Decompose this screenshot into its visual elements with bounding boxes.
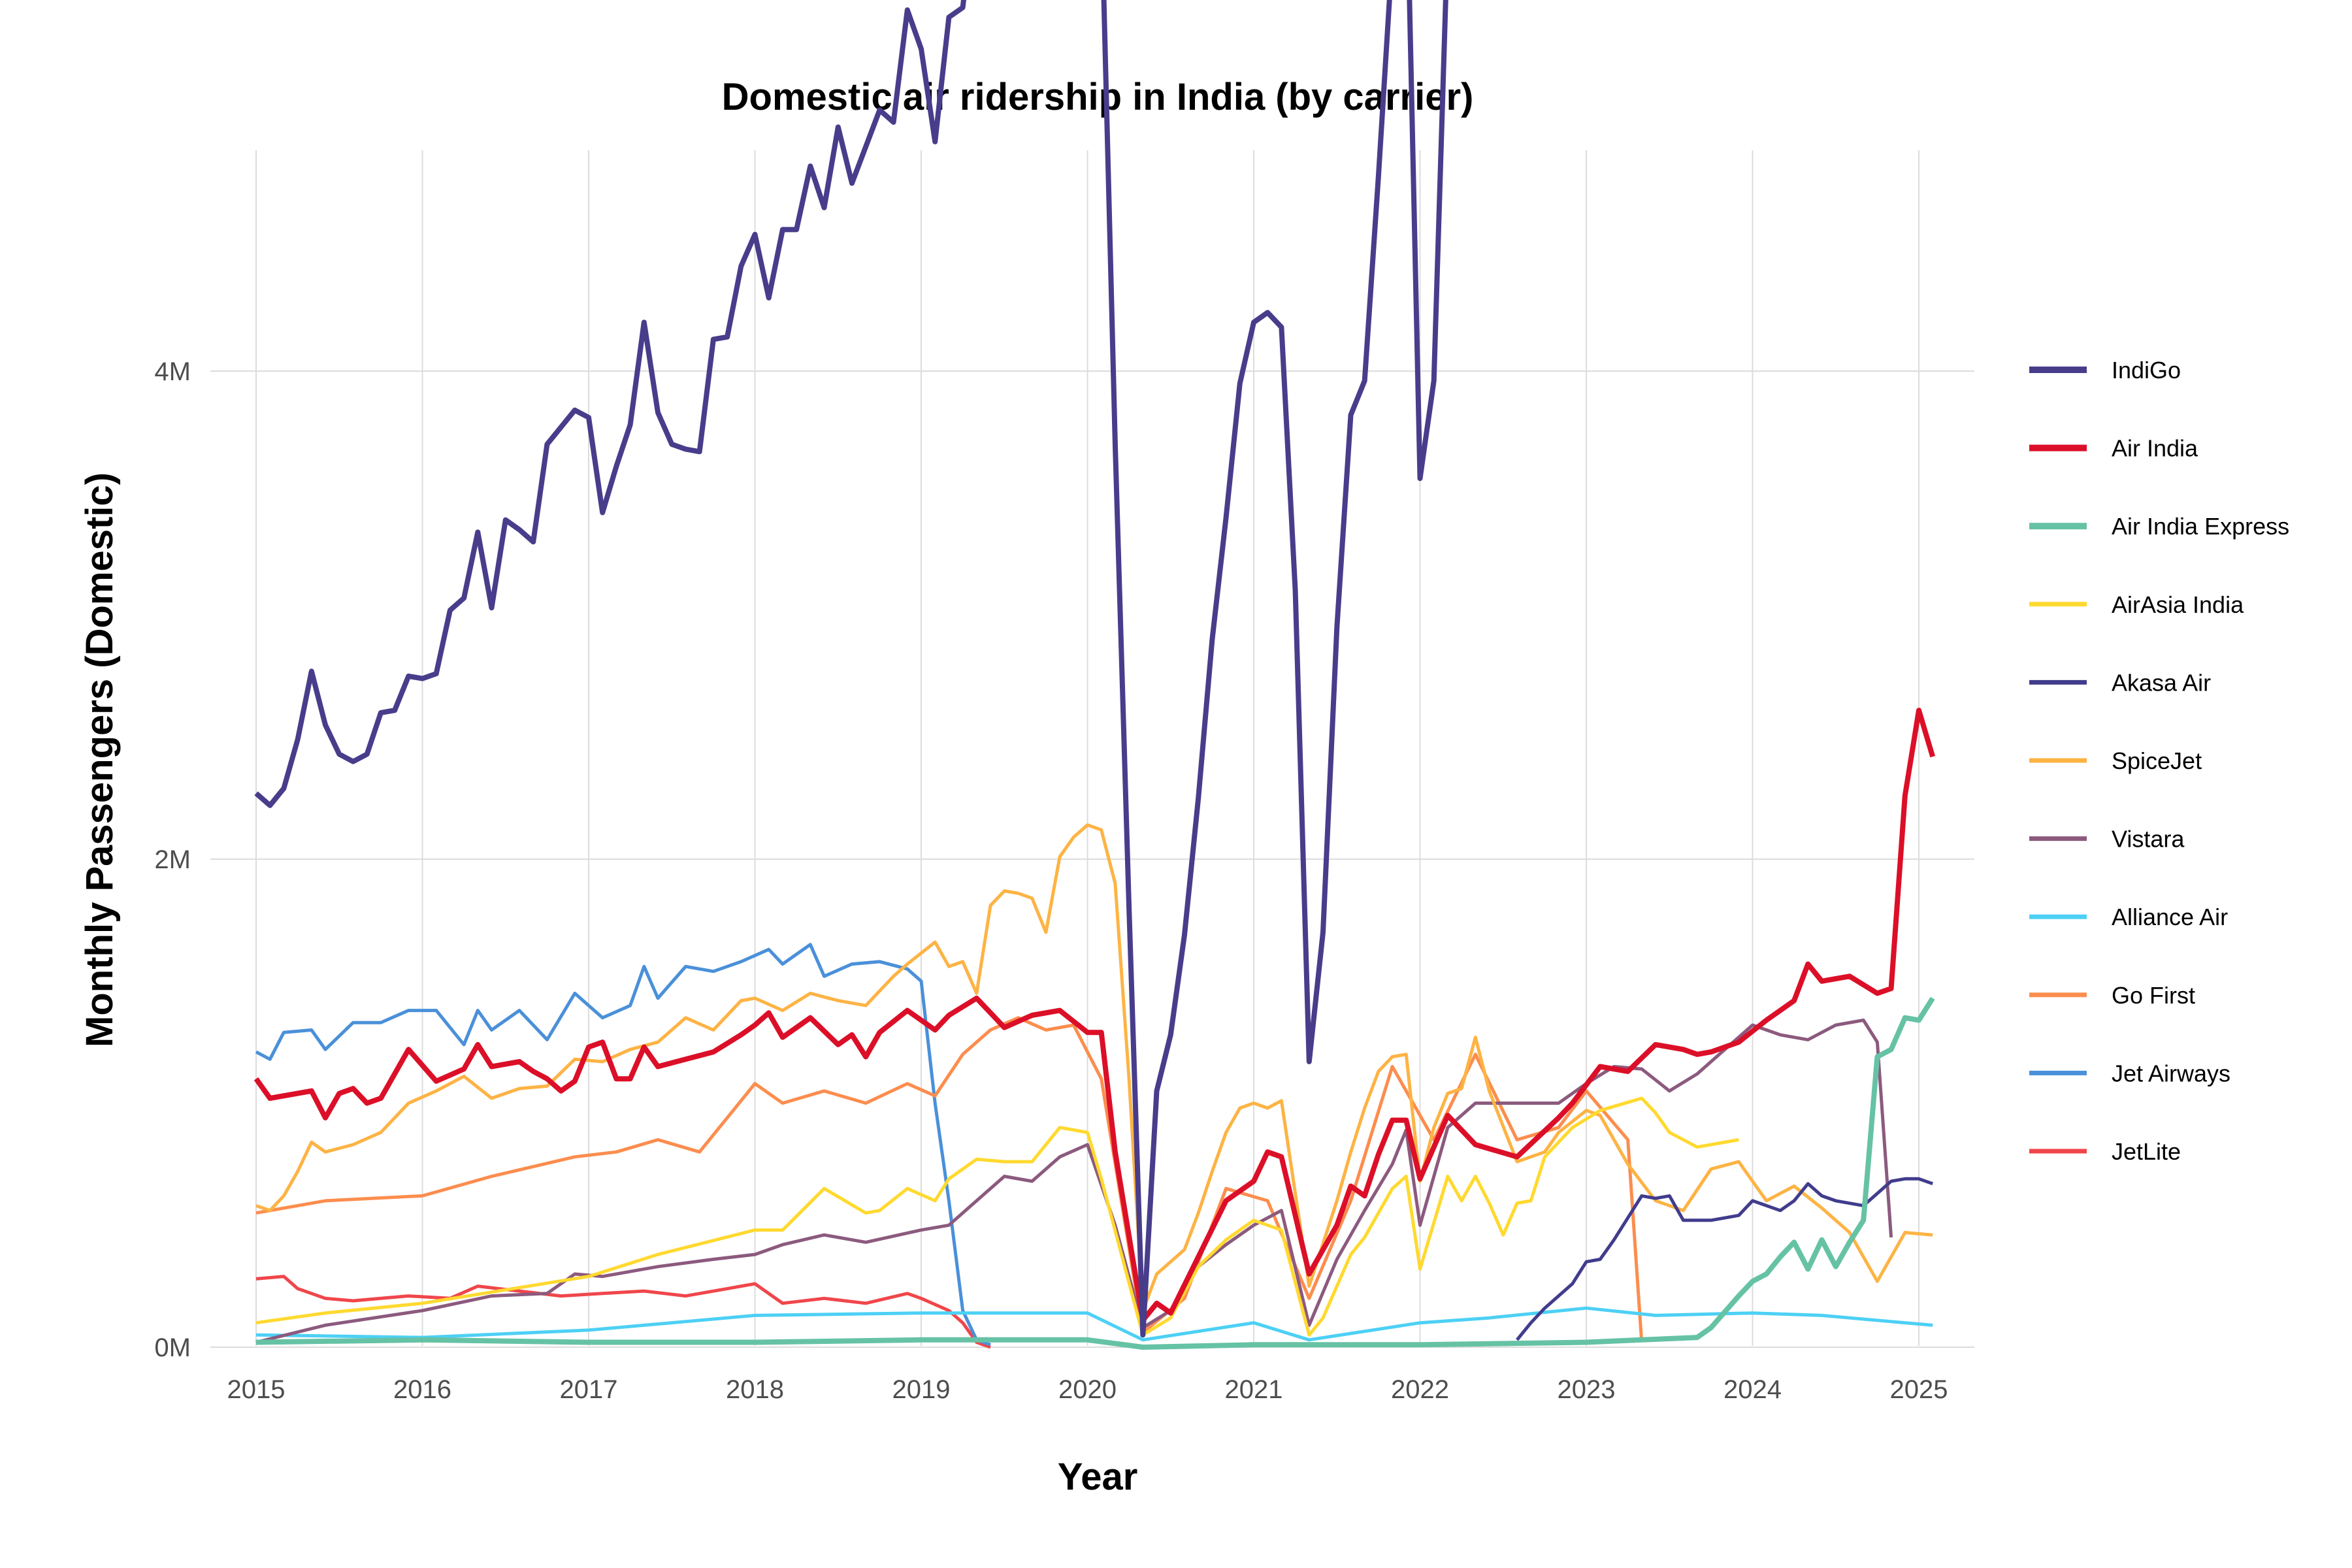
y-tick-label: 4M: [154, 357, 191, 386]
series-line-go-first: [255, 1016, 1644, 1343]
x-tick-label: 2025: [1890, 1375, 1948, 1404]
grid-lines: [210, 150, 1974, 1348]
legend-label-jetlite: JetLite: [2112, 1138, 2181, 1165]
x-tick-label: 2020: [1058, 1375, 1117, 1404]
legend-label-air-india: Air India: [2112, 435, 2198, 462]
series-line-vistara: [255, 1019, 1893, 1344]
x-tick-label: 2021: [1225, 1375, 1283, 1404]
series-line-airasia-india: [255, 1096, 1739, 1337]
x-tick-label: 2022: [1391, 1375, 1449, 1404]
y-tick-label: 0M: [154, 1333, 191, 1362]
x-axis-title: Year: [1058, 1456, 1138, 1498]
legend: IndiGo Air India Air India Express AirAsia …: [2029, 357, 2289, 1165]
legend-label-spicejet: SpiceJet: [2112, 747, 2202, 774]
legend-label-airasia-india: AirAsia India: [2112, 591, 2244, 618]
x-tick-label: 2019: [892, 1375, 951, 1404]
legend-label-alliance-air: Alliance Air: [2112, 904, 2228, 930]
chart-title: Domestic air ridership in India (by carr…: [722, 76, 1474, 118]
series-line-jet-airways: [255, 943, 991, 1347]
legend-label-indigo: IndiGo: [2112, 357, 2181, 384]
x-tick-label: 2015: [227, 1375, 286, 1404]
x-tick-label: 2024: [1723, 1375, 1782, 1404]
y-axis-title: Monthly Passengers (Domestic): [78, 472, 121, 1047]
series-lines: [253, 0, 1936, 1350]
series-line-alliance-air: [255, 1306, 1933, 1342]
x-axis-ticks: 2015 2016 2017 2018 2019 2020 2021 2022 2023 2024…: [227, 1375, 1948, 1404]
x-tick-label: 2016: [393, 1375, 451, 1404]
x-tick-label: 2017: [560, 1375, 618, 1404]
series-line-spicejet: [255, 823, 1933, 1313]
series-line-jetlite: [255, 1275, 991, 1349]
legend-label-jet-airways: Jet Airways: [2112, 1060, 2230, 1086]
legend-label-akasa-air: Akasa Air: [2112, 669, 2211, 696]
series-line-air-india-express: [255, 996, 1935, 1350]
x-tick-label: 2023: [1558, 1375, 1616, 1404]
y-axis-ticks: 0M2M4M6M8M: [154, 357, 191, 1362]
legend-label-go-first: Go First: [2112, 982, 2195, 1009]
series-line-indigo: [254, 0, 1448, 1338]
x-tick-label: 2018: [726, 1375, 784, 1404]
y-tick-label: 2M: [154, 845, 191, 874]
series-line-akasa-air: [1516, 1177, 1934, 1341]
legend-label-vistara: Vistara: [2112, 826, 2185, 853]
legend-label-air-india-express: Air India Express: [2112, 513, 2289, 540]
series-line-air-india: [253, 708, 1936, 1323]
